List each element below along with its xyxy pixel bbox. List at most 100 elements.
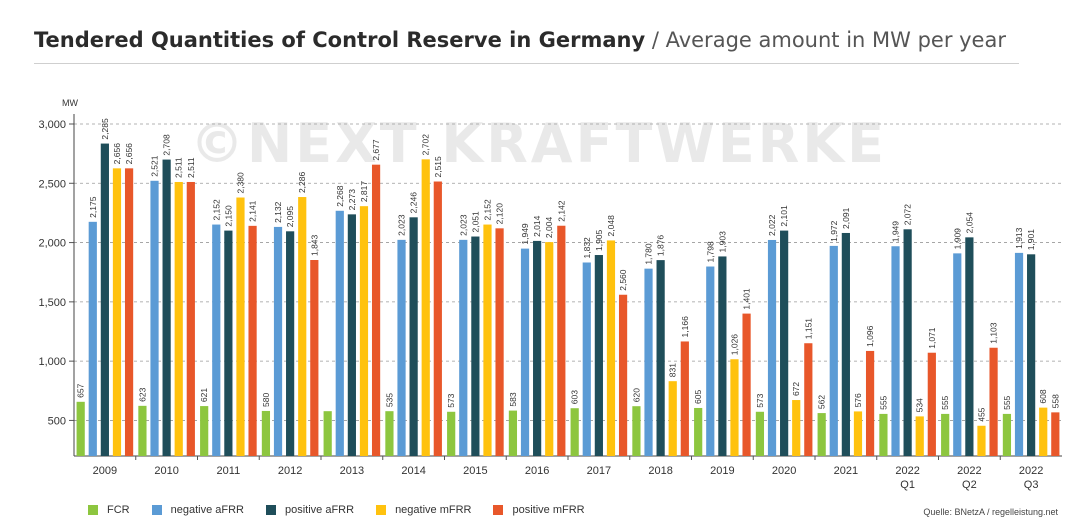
bar [977, 425, 986, 456]
data-label: 2,120 [495, 203, 505, 225]
bar [557, 225, 566, 456]
bar [817, 413, 826, 456]
x-tick-label: 2017 [587, 465, 611, 477]
y-tick-label: 2,000 [38, 238, 66, 250]
data-label: 2,150 [223, 205, 233, 227]
x-tick-label: Q2 [962, 479, 977, 491]
data-label: 534 [915, 398, 925, 412]
bar [841, 232, 850, 456]
bar [286, 231, 295, 456]
data-label: 2,708 [162, 134, 172, 156]
bar [755, 411, 765, 456]
bar [680, 341, 689, 456]
bar [261, 410, 271, 456]
bar [829, 245, 838, 456]
bar [112, 168, 122, 457]
data-label: 2,091 [841, 207, 851, 229]
data-label: 2,054 [964, 212, 974, 234]
bar [347, 214, 356, 456]
x-tick-label: Q3 [1024, 479, 1039, 491]
bar [792, 400, 801, 456]
data-label: 2,142 [556, 200, 566, 222]
bar [533, 240, 542, 456]
bar [730, 359, 739, 456]
bar [632, 406, 641, 456]
legend-item-positive-mfrr: positive mFRR [493, 504, 585, 516]
legend-label-positive-afrr: positive aFRR [284, 504, 355, 516]
bar [447, 411, 456, 456]
data-label: 2,152 [482, 199, 492, 221]
data-label: 2,004 [544, 217, 554, 239]
bar [359, 206, 369, 456]
y-axis-label: MW [62, 98, 78, 108]
bar [385, 411, 394, 456]
data-label: 1,913 [1014, 227, 1024, 249]
data-label: 2,677 [371, 139, 381, 161]
bar [409, 217, 418, 456]
data-label: 2,095 [285, 206, 295, 228]
bar [853, 411, 863, 456]
data-label: 555 [940, 395, 950, 409]
chart-title-main: Tendered Quantities of Control Reserve i… [34, 28, 646, 52]
bar [236, 197, 245, 456]
bar [212, 224, 221, 456]
bar [483, 224, 492, 456]
data-label: 1,401 [742, 288, 752, 310]
data-label: 1,876 [656, 235, 666, 257]
data-label: 576 [853, 393, 863, 407]
data-label: 1,780 [644, 243, 654, 265]
legend-label-negative-mfrr: negative mFRR [395, 504, 472, 516]
data-label: 2,521 [150, 155, 160, 177]
bar [323, 411, 332, 456]
data-label: 2,273 [347, 189, 357, 211]
data-label: 2,515 [433, 156, 443, 178]
bar [495, 228, 504, 456]
bar [1014, 252, 1024, 456]
bar [656, 260, 665, 456]
data-label: 1,901 [1026, 229, 1036, 251]
data-label: 1,832 [582, 237, 592, 259]
bar [1039, 407, 1048, 456]
bar [582, 262, 591, 456]
data-label: 555 [878, 395, 888, 409]
chart-svg: MW 500 1,000 1,500 2,000 2,500 3,000 2009 657 2,1… [38, 98, 1062, 491]
bar [742, 313, 751, 456]
data-label: 2,023 [397, 214, 407, 236]
data-label: 2,656 [124, 143, 134, 165]
bar [941, 413, 950, 456]
bar [1027, 254, 1036, 456]
data-label: 623 [137, 387, 147, 401]
bar [471, 236, 480, 456]
bar [162, 159, 171, 457]
data-label: 620 [631, 388, 641, 402]
bar [298, 197, 307, 457]
bar [88, 221, 97, 456]
data-label: 2,072 [903, 204, 913, 226]
data-label: 2,014 [532, 215, 542, 237]
data-label: 558 [1050, 394, 1060, 408]
data-label: 555 [1002, 395, 1012, 409]
bar [100, 143, 109, 457]
data-label: 1,151 [803, 318, 813, 340]
bar [570, 408, 579, 456]
data-label: 2,511 [186, 157, 196, 178]
bar [1051, 412, 1060, 456]
data-label: 562 [817, 395, 827, 409]
bar [865, 350, 875, 456]
x-tick-label: 2019 [710, 465, 734, 477]
bar [150, 180, 159, 456]
data-label: 535 [384, 393, 394, 407]
bar [459, 239, 468, 456]
bar [953, 253, 962, 456]
bar [421, 159, 430, 456]
y-tick-label: 500 [48, 415, 66, 427]
bar [224, 230, 233, 456]
legend-label-negative-afrr: negative aFRR [170, 504, 244, 516]
bar [545, 242, 554, 456]
data-label: 573 [755, 393, 765, 407]
bar [891, 246, 900, 456]
bar [915, 416, 924, 456]
data-label: 2,141 [248, 200, 258, 222]
legend-label-fcr: FCR [107, 504, 130, 516]
data-label: 1,096 [865, 325, 875, 347]
